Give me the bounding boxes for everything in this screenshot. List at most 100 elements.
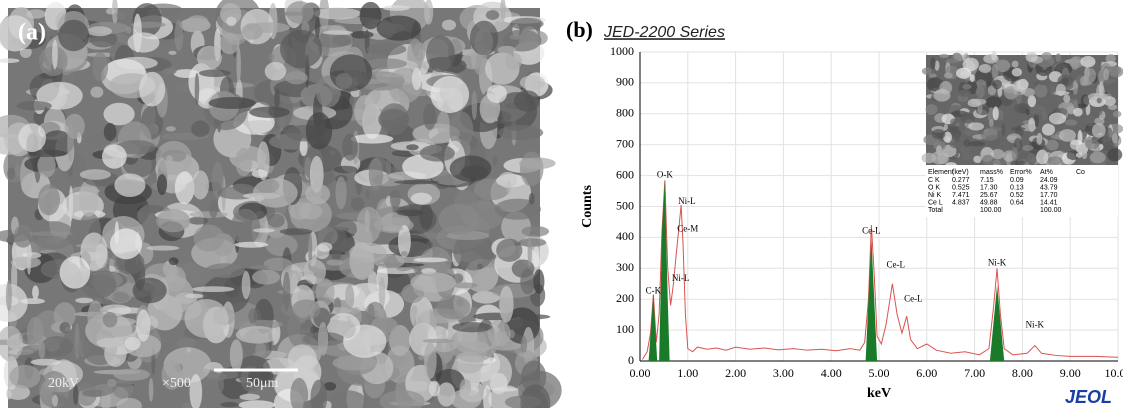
peak-label: Ni-L <box>678 196 696 206</box>
table-cell: C K <box>928 177 940 184</box>
grain <box>192 286 235 292</box>
grain <box>1042 124 1055 136</box>
grain <box>1028 95 1037 107</box>
grain <box>1112 132 1118 143</box>
grain <box>429 381 440 397</box>
grain <box>961 153 973 159</box>
table-header: Element <box>928 169 954 176</box>
grain <box>286 1 314 24</box>
grain <box>498 125 543 140</box>
x-tick-label: 6.00 <box>916 366 937 380</box>
table-cell: 43.79 <box>1040 184 1058 191</box>
grain <box>519 158 556 170</box>
grain <box>199 69 230 77</box>
grain <box>377 16 422 41</box>
grain <box>209 200 218 218</box>
grain <box>424 342 437 379</box>
grain <box>382 73 405 77</box>
grain <box>1106 128 1113 142</box>
grain <box>90 87 103 98</box>
grain <box>1012 147 1018 161</box>
grain <box>175 171 195 204</box>
grain <box>1082 149 1087 159</box>
grain <box>32 221 75 249</box>
grain <box>968 141 985 147</box>
grain <box>383 5 410 11</box>
grain <box>16 101 52 111</box>
grain <box>1026 74 1035 82</box>
grain <box>38 184 60 215</box>
grain <box>499 286 513 323</box>
table-cell: 17.30 <box>980 184 998 191</box>
grain <box>103 103 134 126</box>
grain <box>356 207 381 243</box>
grain <box>1042 64 1047 70</box>
table-cell: 24.09 <box>1040 177 1058 184</box>
grain <box>114 173 145 197</box>
grain <box>477 198 492 209</box>
grain <box>989 119 994 127</box>
grain <box>248 308 257 323</box>
grain <box>411 272 457 292</box>
grain <box>493 155 498 165</box>
grain <box>60 256 91 289</box>
grain <box>221 402 239 407</box>
grain <box>944 72 953 78</box>
grain <box>1023 88 1034 97</box>
table-header: (keV) <box>952 169 969 176</box>
grain <box>103 312 118 328</box>
table-cell: Total <box>928 207 943 214</box>
grain <box>533 269 544 294</box>
y-tick-label: 0 <box>628 353 634 367</box>
grain <box>67 123 74 162</box>
table-cell: 17.70 <box>1040 192 1058 199</box>
grain <box>411 193 432 205</box>
peak-label: Ni-K <box>988 258 1007 268</box>
table-cell: 0.64 <box>1010 199 1024 206</box>
grain <box>472 91 477 120</box>
grain <box>106 8 116 15</box>
grain <box>487 84 507 103</box>
grain <box>195 73 200 106</box>
grain <box>351 197 365 210</box>
grain <box>438 204 479 236</box>
x-tick-label: 9.00 <box>1060 366 1081 380</box>
x-tick-label: 7.00 <box>964 366 985 380</box>
grain <box>931 151 947 165</box>
grain <box>242 271 251 299</box>
grain <box>332 355 377 370</box>
grain <box>486 10 499 20</box>
grain <box>416 302 430 338</box>
grain <box>424 0 433 25</box>
grain <box>102 144 127 168</box>
grain <box>128 32 160 52</box>
grain <box>430 76 469 113</box>
grain <box>985 96 1001 109</box>
grain <box>365 58 407 69</box>
table-cell: 7.471 <box>952 192 970 199</box>
grain <box>505 53 522 70</box>
grain <box>1080 56 1095 67</box>
grain <box>186 15 208 29</box>
grain <box>231 209 260 245</box>
grain <box>930 57 935 69</box>
y-axis-label: Counts <box>580 185 595 228</box>
grain <box>1042 112 1048 121</box>
grain <box>345 284 354 310</box>
grain <box>1034 84 1047 98</box>
grain <box>926 104 938 115</box>
grain <box>369 157 383 190</box>
grain <box>528 237 532 267</box>
grain <box>177 338 196 347</box>
y-tick-label: 300 <box>616 260 634 274</box>
instrument: JED-2200 Series <box>603 24 725 41</box>
y-tick-label: 600 <box>616 167 634 181</box>
grain <box>452 322 492 332</box>
grain <box>1001 124 1005 136</box>
x-tick-label: 8.00 <box>1012 366 1033 380</box>
peak-label: Ce-L <box>904 293 923 303</box>
grain <box>219 371 239 379</box>
grain <box>979 64 991 73</box>
grain <box>292 299 321 319</box>
grain <box>423 339 455 343</box>
